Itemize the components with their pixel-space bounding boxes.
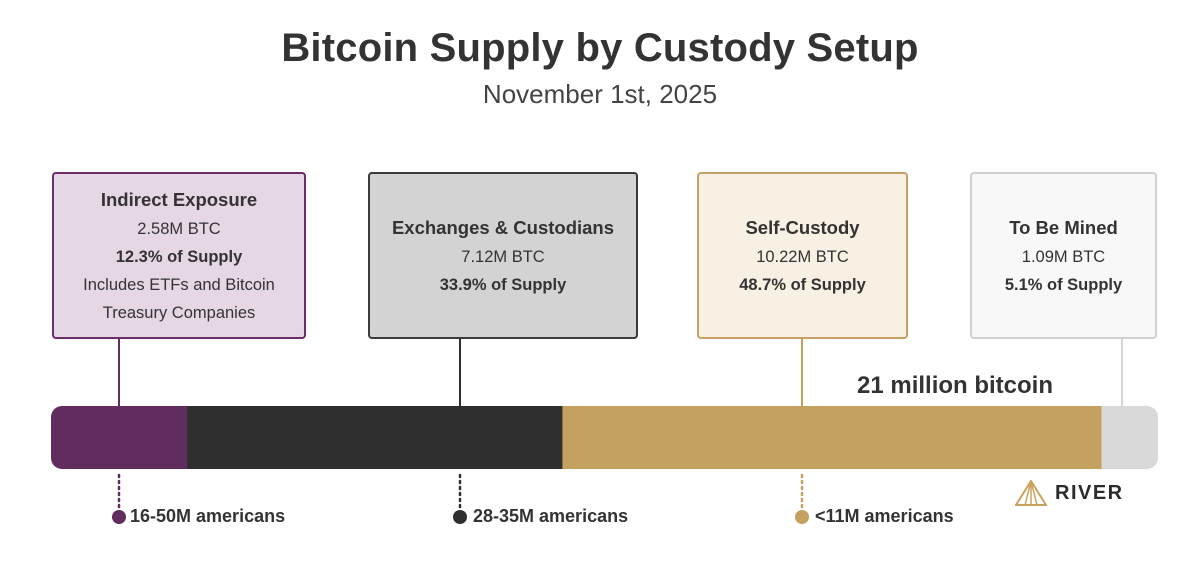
legend-dot — [112, 510, 126, 524]
card-note-line-2: Treasury Companies — [102, 303, 256, 322]
chart-title: Bitcoin Supply by Custody Setup — [281, 26, 919, 70]
card-share: 48.7% of Supply — [739, 275, 866, 294]
total-supply-label: 21 million bitcoin — [856, 372, 1054, 399]
card-title: Indirect Exposure — [100, 188, 258, 210]
river-mountain-icon — [1015, 480, 1047, 506]
bar-segment-to-be-mined — [1101, 406, 1158, 469]
legend-dot — [453, 510, 467, 524]
card-title: Self-Custody — [745, 216, 860, 238]
card-share: 12.3% of Supply — [115, 247, 243, 266]
card-btc: 2.58M BTC — [137, 219, 221, 238]
bar-segment-exchanges-custodians — [187, 406, 563, 469]
legend-americans-indirect: 16-50M americans — [130, 506, 286, 526]
card-to-be-mined: To Be Mined 1.09M BTC 5.1% of Supply — [970, 172, 1157, 339]
chart-subtitle: November 1st, 2025 — [482, 79, 718, 109]
bar-segment-self-custody — [562, 406, 1103, 469]
card-share: 33.9% of Supply — [439, 275, 567, 294]
card-note-line-1: Includes ETFs and Bitcoin — [83, 275, 275, 294]
card-btc: 1.09M BTC — [1021, 247, 1106, 266]
card-title: To Be Mined — [1009, 216, 1118, 238]
card-btc: 10.22M BTC — [756, 247, 849, 266]
card-share: 5.1% of Supply — [1004, 275, 1123, 294]
card-indirect-exposure: Indirect Exposure 2.58M BTC 12.3% of Sup… — [52, 172, 306, 339]
river-logo: RIVER — [1015, 480, 1124, 506]
card-self-custody: Self-Custody 10.22M BTC 48.7% of Supply — [697, 172, 908, 339]
card-exchanges-custodians: Exchanges & Custodians 7.12M BTC 33.9% o… — [368, 172, 638, 339]
card-title: Exchanges & Custodians — [391, 216, 615, 238]
bar-segment-indirect-exposure — [51, 406, 188, 469]
river-logo-text: RIVER — [1055, 481, 1124, 504]
legend-americans-self-custody: <11M americans — [815, 506, 954, 526]
legend-americans-exchanges: 28-35M americans — [473, 506, 629, 526]
card-btc: 7.12M BTC — [461, 247, 545, 266]
legend-dot — [795, 510, 809, 524]
